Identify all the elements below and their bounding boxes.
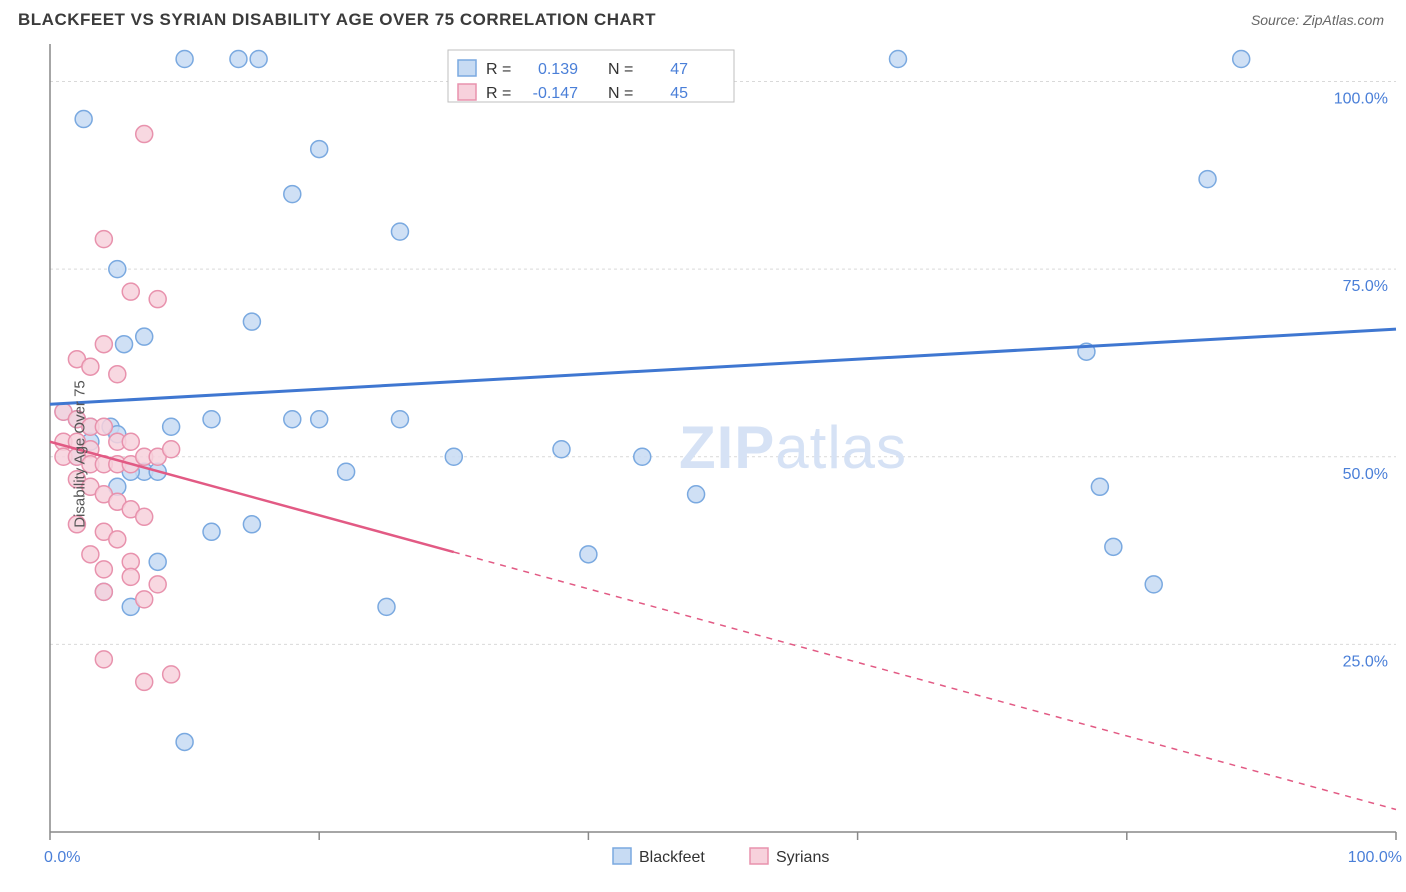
data-point [149, 576, 166, 593]
legend-n-label: N = [608, 85, 633, 102]
data-point [122, 568, 139, 585]
data-point [163, 418, 180, 435]
data-point [122, 283, 139, 300]
x-tick-label: 0.0% [44, 849, 80, 866]
legend-n-value: 47 [670, 61, 688, 78]
data-point [553, 441, 570, 458]
data-point [136, 126, 153, 143]
data-point [136, 328, 153, 345]
data-point [1233, 51, 1250, 68]
data-point [1105, 538, 1122, 555]
data-point [243, 516, 260, 533]
data-point [122, 433, 139, 450]
data-point [1145, 576, 1162, 593]
legend-label: Blackfeet [639, 849, 705, 866]
data-point [136, 508, 153, 525]
data-point [82, 358, 99, 375]
data-point [391, 411, 408, 428]
legend-r-value: 0.139 [538, 61, 578, 78]
data-point [109, 366, 126, 383]
legend-r-label: R = [486, 61, 511, 78]
chart-header: BLACKFEET VS SYRIAN DISABILITY AGE OVER … [0, 0, 1406, 36]
y-tick-label: 75.0% [1343, 278, 1388, 295]
data-point [445, 448, 462, 465]
x-tick-label: 100.0% [1348, 849, 1402, 866]
data-point [163, 441, 180, 458]
data-point [82, 546, 99, 563]
data-point [1091, 478, 1108, 495]
data-point [116, 336, 133, 353]
data-point [176, 51, 193, 68]
scatter-chart-svg: 25.0% 50.0% 75.0% 100.0% ZIPatlas 0.0% 100.0% R… [0, 36, 1406, 872]
legend-label: Syrians [776, 849, 829, 866]
data-point [284, 411, 301, 428]
data-point [203, 411, 220, 428]
data-point [311, 141, 328, 158]
data-point [95, 418, 112, 435]
chart-area: Disability Age Over 75 25.0% 50.0% 75.0% 10… [0, 36, 1406, 872]
data-point [250, 51, 267, 68]
data-point [109, 531, 126, 548]
legend-swatch [613, 848, 631, 864]
legend-r-label: R = [486, 85, 511, 102]
legend-n-value: 45 [670, 85, 688, 102]
data-point [95, 651, 112, 668]
data-point [176, 733, 193, 750]
data-point [136, 591, 153, 608]
watermark: ZIPatlas [679, 414, 907, 481]
data-point [95, 336, 112, 353]
data-point [311, 411, 328, 428]
data-point [203, 523, 220, 540]
y-tick-label: 50.0% [1343, 466, 1388, 483]
data-point [580, 546, 597, 563]
data-point [163, 666, 180, 683]
data-point [378, 598, 395, 615]
data-point [1199, 171, 1216, 188]
data-point [889, 51, 906, 68]
trend-line [50, 329, 1396, 404]
data-point [634, 448, 651, 465]
legend-swatch [750, 848, 768, 864]
data-point [136, 673, 153, 690]
chart-title: BLACKFEET VS SYRIAN DISABILITY AGE OVER … [18, 10, 656, 30]
legend-r-value: -0.147 [533, 85, 578, 102]
data-point [75, 111, 92, 128]
data-point [230, 51, 247, 68]
data-point [243, 313, 260, 330]
legend-swatch [458, 84, 476, 100]
trend-line-dashed [454, 552, 1396, 809]
data-point [95, 231, 112, 248]
chart-source: Source: ZipAtlas.com [1251, 12, 1384, 28]
data-point [95, 583, 112, 600]
data-point [109, 261, 126, 278]
y-tick-label: 100.0% [1334, 91, 1388, 108]
data-point [284, 186, 301, 203]
series-legend: Blackfeet Syrians [613, 848, 829, 866]
y-tick-label: 25.0% [1343, 653, 1388, 670]
data-point [391, 223, 408, 240]
legend-n-label: N = [608, 61, 633, 78]
data-point [688, 486, 705, 503]
data-point [95, 561, 112, 578]
data-point [149, 291, 166, 308]
legend-swatch [458, 60, 476, 76]
data-point [338, 463, 355, 480]
data-point [149, 553, 166, 570]
y-axis-label: Disability Age Over 75 [71, 380, 88, 528]
